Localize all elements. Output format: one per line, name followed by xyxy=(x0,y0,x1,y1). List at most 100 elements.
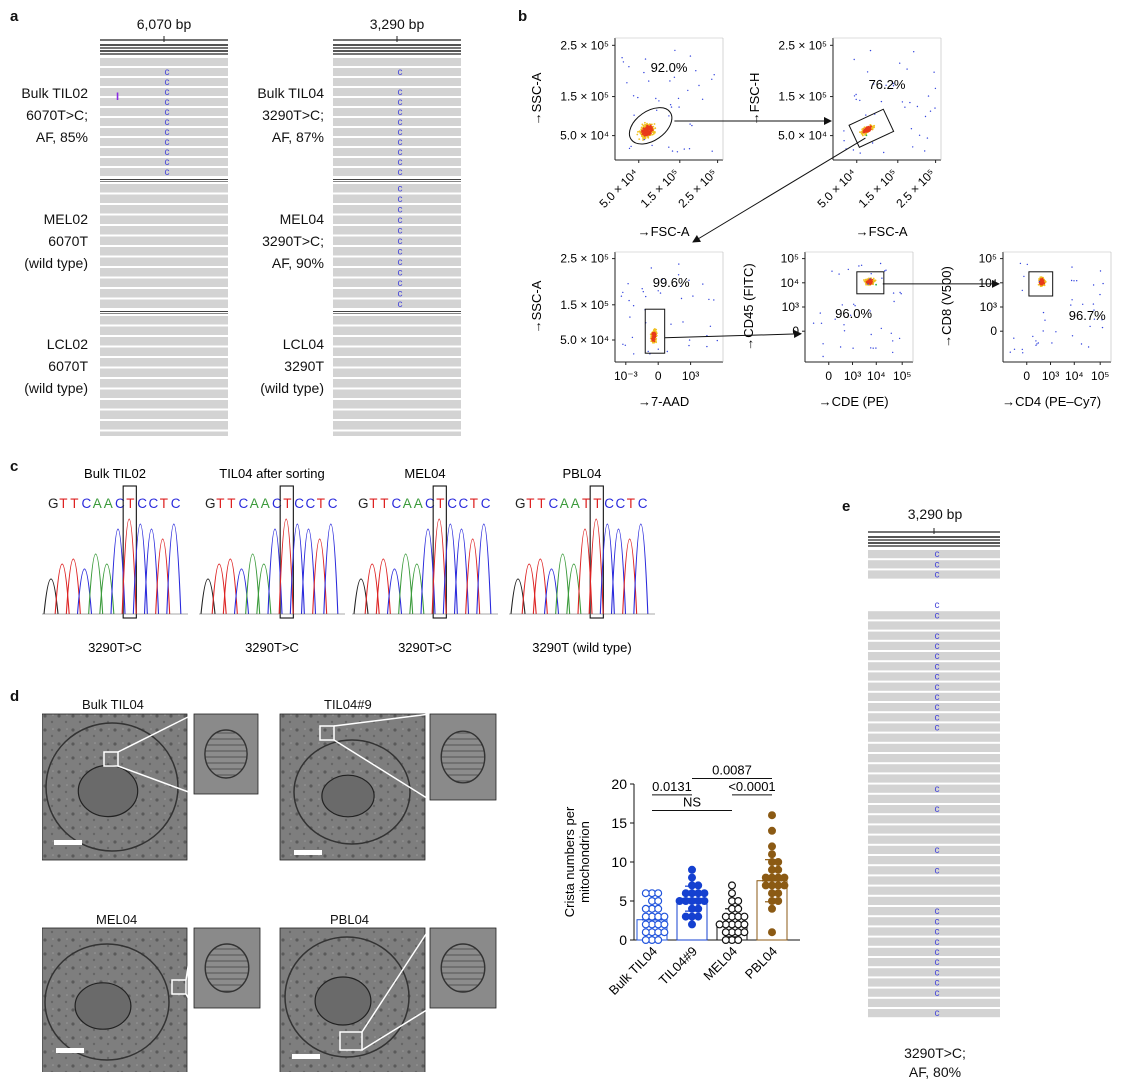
event-dot xyxy=(849,314,852,316)
chromatogram-4: PBL04 GT T CA A T T CCT C 3290T (wild type) xyxy=(509,466,655,655)
data-point xyxy=(660,928,669,937)
event-dot xyxy=(860,132,863,135)
event-dot xyxy=(670,323,672,325)
chromatogram-label: 3290T>C xyxy=(245,640,299,655)
event-dot xyxy=(892,340,894,342)
variant-base: c xyxy=(398,236,403,247)
read xyxy=(333,257,461,266)
chromatogram-title: MEL04 xyxy=(404,466,445,481)
read xyxy=(333,347,461,356)
x-tick-label: 10³ xyxy=(844,369,861,383)
event-dot xyxy=(629,316,631,318)
y-tick-label: 2.5 × 10⁵ xyxy=(560,252,609,266)
event-dot xyxy=(893,300,895,303)
peak xyxy=(245,553,261,615)
y-tick-label: 0 xyxy=(792,324,799,338)
data-point xyxy=(728,881,737,890)
read xyxy=(868,907,1000,916)
data-point xyxy=(688,873,697,882)
x-tick-label: 5.0 × 10⁴ xyxy=(814,166,858,210)
gate xyxy=(856,271,885,295)
event-dot xyxy=(1039,276,1042,279)
read xyxy=(868,896,1000,905)
event-dot xyxy=(627,283,629,285)
variant-base: c xyxy=(398,226,403,237)
data-point xyxy=(721,936,730,945)
event-dot xyxy=(698,84,700,87)
flow-plot-5: 96.7% 10⁵ 10⁴ 10³ 0 0 10³ 10⁴ 10⁵ →CD4 (PE–Cy7) →C… xyxy=(939,252,1112,409)
variant-base: c xyxy=(935,661,940,672)
x-axis-label: →FSC-A xyxy=(638,224,690,239)
event-dot xyxy=(678,263,680,265)
event-dot xyxy=(655,337,657,340)
read xyxy=(868,550,1000,559)
x-axis-label: →FSC-A xyxy=(856,224,908,239)
event-dot xyxy=(677,97,680,100)
variant-base: c xyxy=(165,157,170,168)
track-1-position: 6,070 bp xyxy=(136,16,192,32)
read xyxy=(333,184,461,193)
variant-base: c xyxy=(398,87,403,98)
variant-base: c xyxy=(935,549,940,560)
event-dot xyxy=(655,97,657,100)
read xyxy=(868,754,1000,763)
data-point xyxy=(700,889,709,898)
gate xyxy=(848,108,895,148)
zoom-line xyxy=(185,993,195,1009)
read xyxy=(868,937,1000,946)
gate xyxy=(628,107,673,145)
data-point xyxy=(774,865,783,874)
event-dot xyxy=(669,104,672,106)
read xyxy=(100,400,228,409)
event-dot xyxy=(654,127,657,130)
data-point xyxy=(694,912,703,921)
event-dot xyxy=(643,138,645,141)
event-dot xyxy=(870,347,872,349)
read xyxy=(333,289,461,298)
peak xyxy=(323,523,339,615)
read xyxy=(333,158,461,166)
event-dot xyxy=(918,134,921,136)
peak xyxy=(442,523,458,615)
event-dot xyxy=(644,132,647,135)
em-title-til04-9: TIL04#9 xyxy=(324,697,372,712)
y-axis-label: →SSC-A xyxy=(529,72,544,125)
event-dot xyxy=(885,269,887,271)
event-dot xyxy=(649,130,652,133)
event-dot xyxy=(647,134,649,136)
data-point xyxy=(654,904,663,913)
scale-bar xyxy=(54,840,82,845)
event-dot xyxy=(880,100,883,103)
read xyxy=(100,215,228,224)
event-dot xyxy=(1101,326,1104,329)
event-dot xyxy=(929,110,932,112)
x-tick-label: 10³ xyxy=(1042,369,1059,383)
variant-base: c xyxy=(935,570,940,581)
read xyxy=(100,236,228,245)
event-dot xyxy=(1089,325,1091,328)
event-dot xyxy=(1044,319,1046,321)
variant-base: c xyxy=(165,77,170,88)
data-point xyxy=(761,881,770,890)
variant-base: c xyxy=(935,865,940,876)
event-dot xyxy=(648,131,650,133)
event-dot xyxy=(647,136,649,139)
read xyxy=(333,326,461,335)
event-dot xyxy=(1043,284,1046,287)
data-point xyxy=(740,920,749,929)
em-pbl04 xyxy=(279,927,497,1072)
read xyxy=(100,98,228,106)
x-axis-label: →CDE (PE) xyxy=(819,394,889,409)
event-dot xyxy=(651,144,653,147)
event-dot xyxy=(646,122,648,125)
event-dot xyxy=(688,344,690,347)
read xyxy=(100,431,228,436)
em-images xyxy=(42,713,497,1072)
event-dot xyxy=(912,146,914,148)
chromatogram-title: PBL04 xyxy=(562,466,601,481)
variant-base: c xyxy=(165,107,170,118)
zoom-box xyxy=(171,979,187,995)
read xyxy=(868,692,1000,701)
event-dot xyxy=(638,138,641,140)
